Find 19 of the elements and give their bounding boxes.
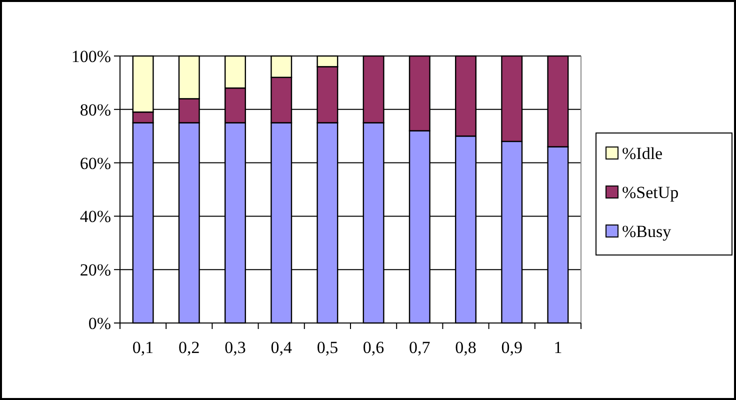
x-tick-label: 0,6 — [362, 338, 384, 357]
x-tick-label: 0,4 — [270, 338, 292, 357]
legend-label: %SetUp — [622, 182, 679, 202]
x-tick-label: 1 — [554, 338, 562, 357]
y-tick-label: 80% — [80, 100, 111, 120]
x-tick-label: 0,8 — [455, 338, 476, 357]
y-tick-label: 0% — [88, 314, 111, 333]
x-tick-label: 0,3 — [224, 338, 246, 357]
x-tick-label: 0,9 — [501, 338, 522, 357]
y-tick-label: 60% — [80, 154, 111, 173]
y-tick-label: 100% — [71, 46, 111, 66]
x-tick-label: 0,2 — [178, 338, 200, 357]
x-tick-label: 0,7 — [409, 338, 431, 357]
y-tick-label: 20% — [80, 260, 111, 280]
legend-label: %Idle — [622, 144, 663, 163]
x-tick-label: 0,5 — [316, 338, 338, 357]
y-tick-label: 40% — [80, 207, 111, 226]
legend-label: %Busy — [622, 222, 672, 241]
x-tick-label: 0,1 — [132, 338, 154, 357]
